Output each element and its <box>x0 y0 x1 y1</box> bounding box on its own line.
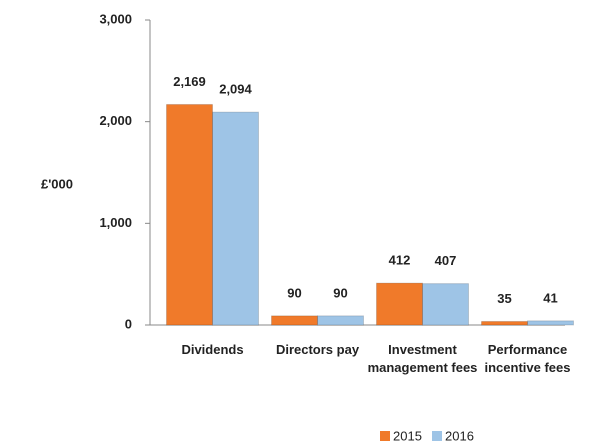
legend-swatch <box>432 431 442 441</box>
x-tick-label: Investment management fees <box>367 342 478 375</box>
value-label: 412 <box>389 253 411 268</box>
value-label: 407 <box>435 253 457 268</box>
value-label: 90 <box>333 285 347 300</box>
bar <box>527 320 574 326</box>
x-tick-label: Directors pay <box>275 342 360 357</box>
y-tick-label: 2,000 <box>99 113 132 128</box>
legend-label: 2016 <box>445 428 474 443</box>
legend-label: 2015 <box>393 428 422 443</box>
bar <box>271 315 318 326</box>
legend-swatch <box>380 431 390 441</box>
x-tick-label: Performance incentive fees <box>484 342 571 375</box>
x-tick-label: Dividends <box>181 342 244 357</box>
bar <box>317 315 364 326</box>
y-tick-label: 3,000 <box>99 11 132 26</box>
value-label: 35 <box>497 291 511 306</box>
value-label: 41 <box>543 290 557 305</box>
y-axis-label: £'000 <box>41 176 73 191</box>
value-label: 90 <box>287 285 301 300</box>
value-label: 2,094 <box>219 82 252 97</box>
bar <box>422 283 469 326</box>
bar <box>166 103 213 326</box>
bar <box>212 111 259 326</box>
value-label: 2,169 <box>173 74 206 89</box>
bar <box>481 320 528 326</box>
y-tick-label: 1,000 <box>99 215 132 230</box>
bar <box>376 282 423 326</box>
y-tick-label: 0 <box>125 316 132 331</box>
